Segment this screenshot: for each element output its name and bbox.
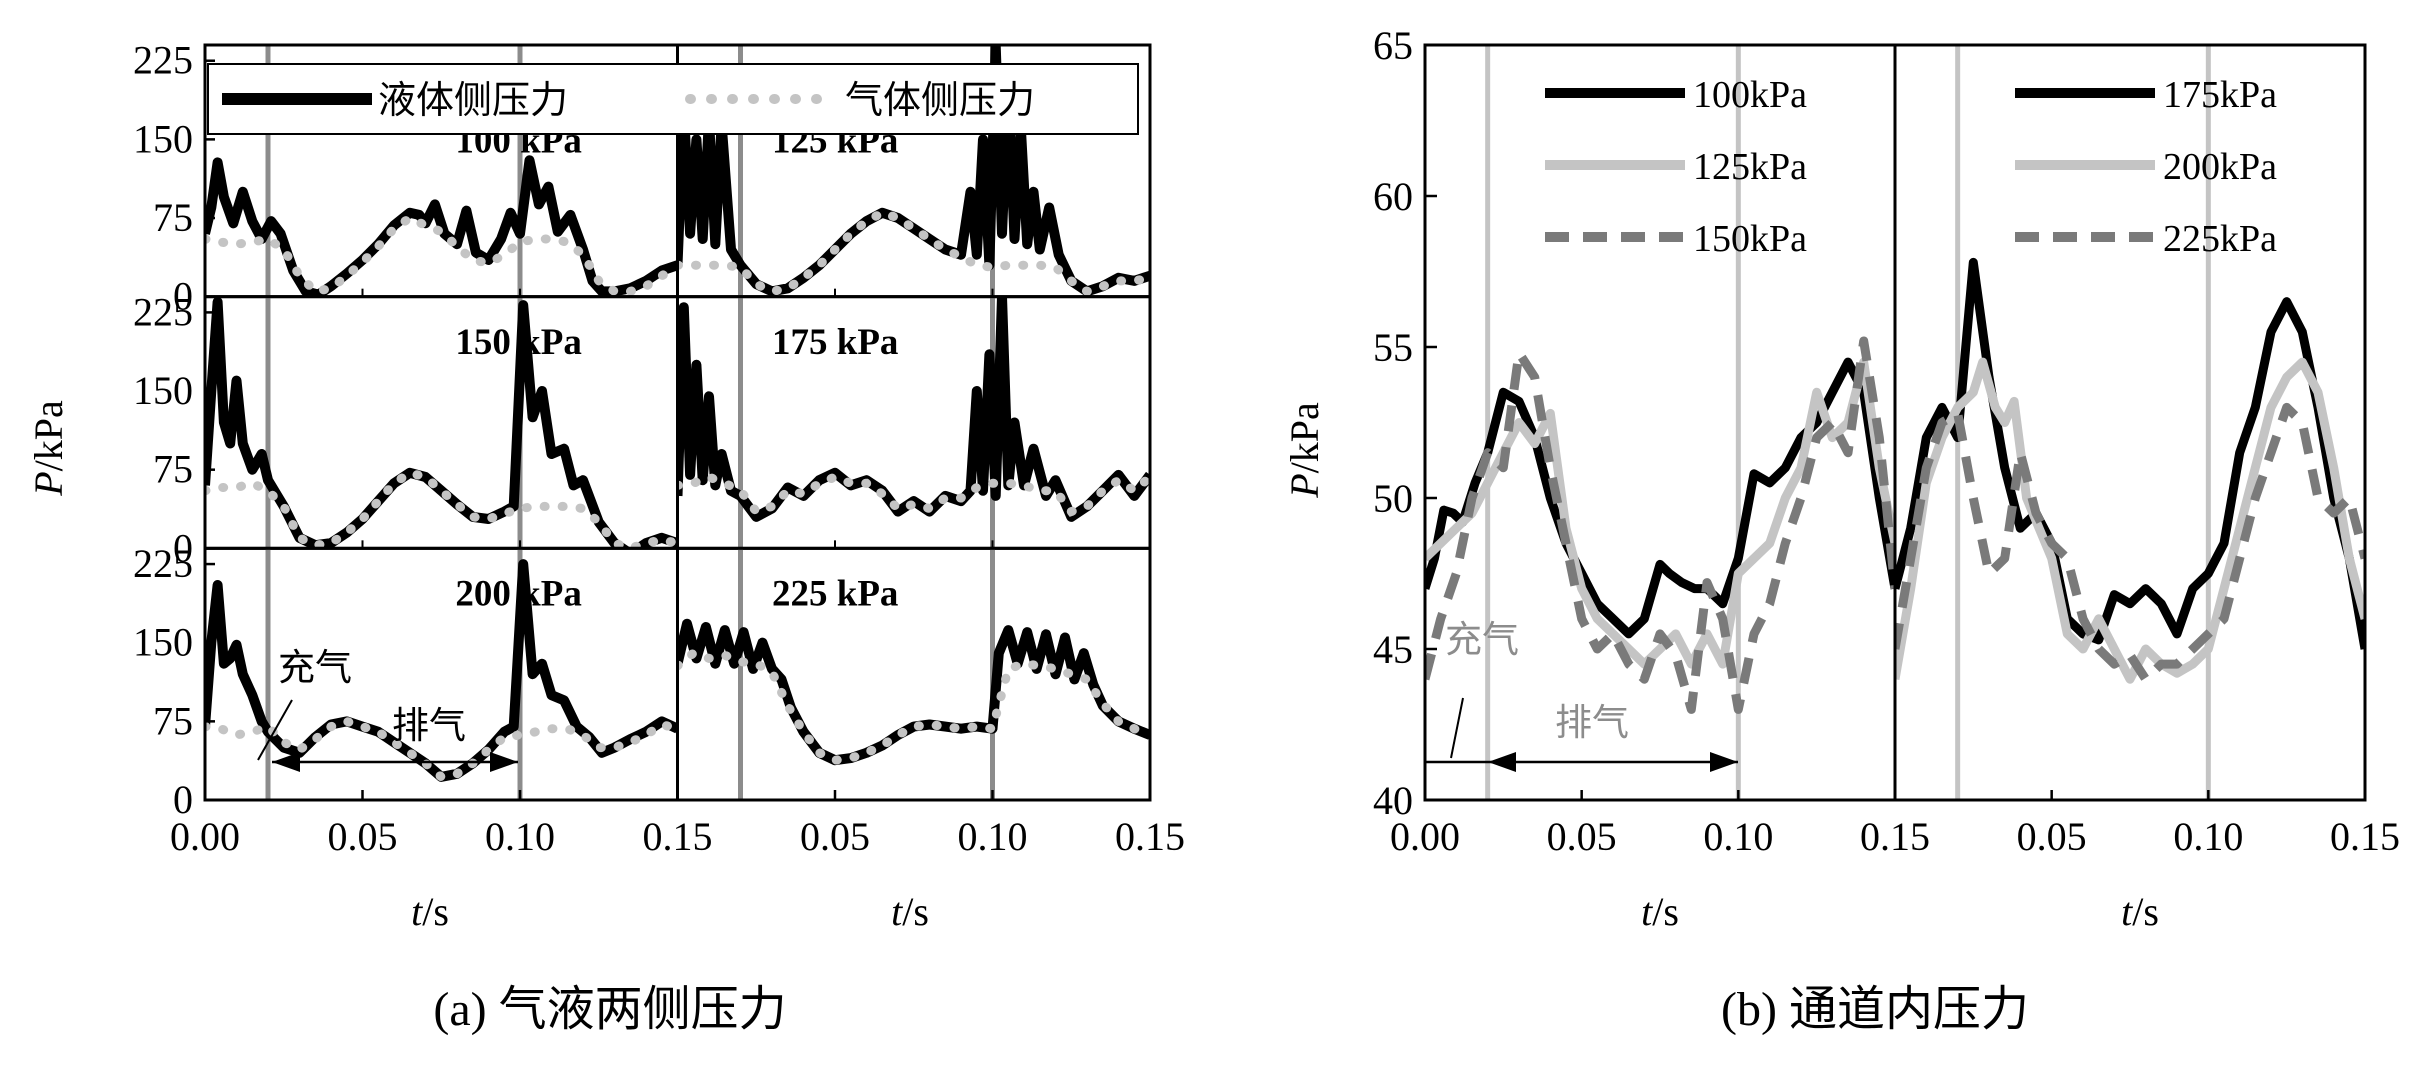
ytick-label: 150	[133, 368, 193, 413]
series-225kPa	[1895, 402, 2365, 684]
xtick-label: 0.05	[2017, 814, 2087, 859]
figure-b-panels	[1423, 43, 2367, 802]
figure-b-ticks: 40 45 50 55 60 65 0.00 0.05 0.10 0.15 0.05 0.10 0.15	[1373, 23, 2400, 859]
figure-b: 40 45 50 55 60 65 0.00 0.05 0.10 0.15 0.05 0.10 0.15…	[1282, 23, 2400, 1036]
ytick-label: 225	[133, 289, 193, 334]
xtick-label: 0.05	[800, 814, 870, 859]
figure-b-xlabel-left: t/s	[1641, 889, 1679, 934]
figure-b-legend-left: 100kPa 125kPa 150kPa	[1545, 74, 1807, 260]
ytick-label: 0	[173, 274, 193, 319]
figure-a-xlabel-left: t/s	[411, 889, 449, 934]
xtick-label: 0.15	[1115, 814, 1185, 859]
panel-tag: 150 kPa	[455, 322, 581, 363]
figure-b-legend-right: 175kPa 200kPa 225kPa	[2015, 74, 2277, 260]
figure-a-xlabel-right: t/s	[891, 889, 929, 934]
xtick-label: 0.00	[1390, 814, 1460, 859]
ytick-label: 225	[133, 38, 193, 83]
figure-b-xlabel-right: t/s	[2121, 889, 2159, 934]
annot-exhaust-b: 排气	[1555, 701, 1629, 744]
xtick-label: 0.10	[958, 814, 1028, 859]
legend-label: 175kPa	[2163, 74, 2277, 116]
annot-exhaust-a: 排气	[392, 704, 466, 747]
annot-charge-pointer-b	[1450, 697, 1464, 759]
ytick-label: 65	[1373, 23, 1413, 68]
annot-charge-pointer-a	[257, 699, 293, 761]
figure-b-ylabel: P/kPa	[1282, 402, 1327, 499]
panel-tag: 175 kPa	[772, 322, 898, 363]
ytick-label: 150	[133, 116, 193, 161]
panel-225-kPa: 225 kPa	[676, 546, 1152, 802]
annot-exhaust-arrowhead-right-a	[490, 752, 518, 772]
figure-b-caption: (b) 通道内压力	[1721, 983, 2029, 1036]
figure-a-ylabel: P/kPa	[26, 400, 71, 497]
legend-label: 125kPa	[1693, 146, 1807, 188]
xtick-label: 0.00	[170, 814, 240, 859]
annot-charge-b: 充气	[1445, 618, 1519, 661]
panel-frame	[1893, 43, 2367, 802]
ytick-label: 60	[1373, 174, 1413, 219]
series-gas	[205, 467, 678, 549]
annot-exhaust-arrowhead-left-a	[272, 752, 300, 772]
series-liquid	[205, 296, 678, 549]
legend-label: 150kPa	[1693, 218, 1807, 260]
panel-b-0	[1423, 43, 1897, 802]
series-150kPa	[1425, 336, 1895, 714]
annot-exhaust-arrowhead-left-b	[1488, 752, 1516, 772]
xtick-label: 0.10	[485, 814, 555, 859]
ytick-label: 75	[153, 195, 193, 240]
series-gas	[677, 648, 1150, 765]
figure-a-caption: (a) 气液两侧压力	[433, 983, 786, 1036]
series-liquid	[677, 296, 1150, 522]
xtick-label: 0.10	[1703, 814, 1773, 859]
panel-b-1	[1893, 43, 2367, 802]
series-175kPa	[1895, 257, 2365, 650]
series-gas	[205, 212, 678, 297]
panel-frame	[203, 295, 679, 550]
annot-charge-a: 充气	[278, 646, 352, 689]
ytick-label: 0	[173, 525, 193, 570]
ytick-label: 45	[1373, 627, 1413, 672]
xtick-label: 0.15	[643, 814, 713, 859]
figure-b-annotations: 充气 排气	[1426, 618, 1738, 772]
legend-gas-label: 气体侧压力	[845, 80, 1035, 122]
panel-frame	[676, 546, 1152, 802]
legend-liquid-label: 液体侧压力	[378, 80, 568, 122]
ytick-label: 225	[133, 541, 193, 586]
ytick-label: 75	[153, 447, 193, 492]
series-200kPa	[1895, 357, 2365, 684]
legend-label: 225kPa	[2163, 218, 2277, 260]
xtick-label: 0.05	[1547, 814, 1617, 859]
panel-150-kPa: 150 kPa	[203, 295, 679, 550]
series-gas	[677, 472, 1150, 517]
ytick-label: 55	[1373, 325, 1413, 370]
panel-175-kPa: 175 kPa	[676, 295, 1152, 550]
legend-label: 200kPa	[2163, 146, 2277, 188]
ytick-label: 75	[153, 698, 193, 743]
xtick-label: 0.10	[2173, 814, 2243, 859]
panel-tag: 225 kPa	[772, 574, 898, 615]
series-gas	[677, 207, 1150, 297]
xtick-label: 0.15	[2330, 814, 2400, 859]
ytick-label: 40	[1373, 778, 1413, 823]
ytick-label: 0	[173, 777, 193, 822]
annot-exhaust-arrowhead-right-b	[1710, 752, 1738, 772]
xtick-label: 0.05	[328, 814, 398, 859]
ytick-label: 50	[1373, 476, 1413, 521]
ytick-label: 150	[133, 620, 193, 665]
series-liquid	[677, 618, 1150, 766]
series-gas	[205, 716, 678, 782]
legend-label: 100kPa	[1693, 74, 1807, 116]
panel-tag: 200 kPa	[455, 574, 581, 615]
figure-a-legend: 液体侧压力 气体侧压力	[207, 63, 1139, 135]
xtick-label: 0.15	[1860, 814, 1930, 859]
figure-a-annotations: 充气 排气	[257, 646, 518, 772]
